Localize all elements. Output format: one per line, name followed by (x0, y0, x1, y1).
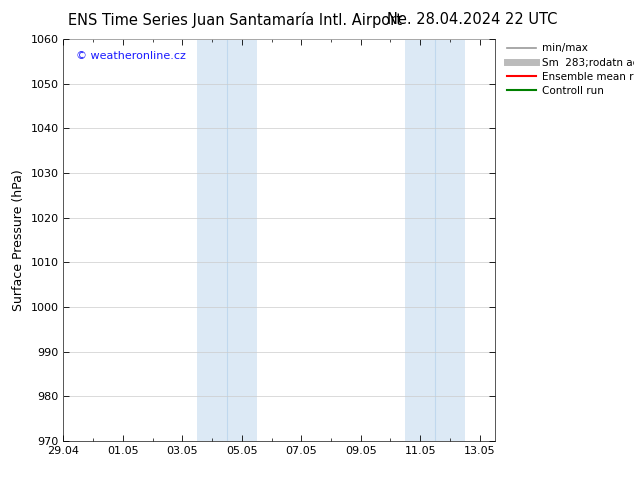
Bar (197, 39, 257, 441)
Text: ENS Time Series Juan Santamaría Intl. Airport: ENS Time Series Juan Santamaría Intl. Ai… (68, 12, 401, 28)
Legend: min/max, Sm  283;rodatn acute; odchylka, Ensemble mean run, Controll run: min/max, Sm 283;rodatn acute; odchylka, … (503, 39, 634, 100)
Bar (405, 39, 465, 441)
Y-axis label: Surface Pressure (hPa): Surface Pressure (hPa) (12, 169, 25, 311)
Text: Ne. 28.04.2024 22 UTC: Ne. 28.04.2024 22 UTC (387, 12, 557, 27)
Text: © weatheronline.cz: © weatheronline.cz (76, 51, 186, 61)
